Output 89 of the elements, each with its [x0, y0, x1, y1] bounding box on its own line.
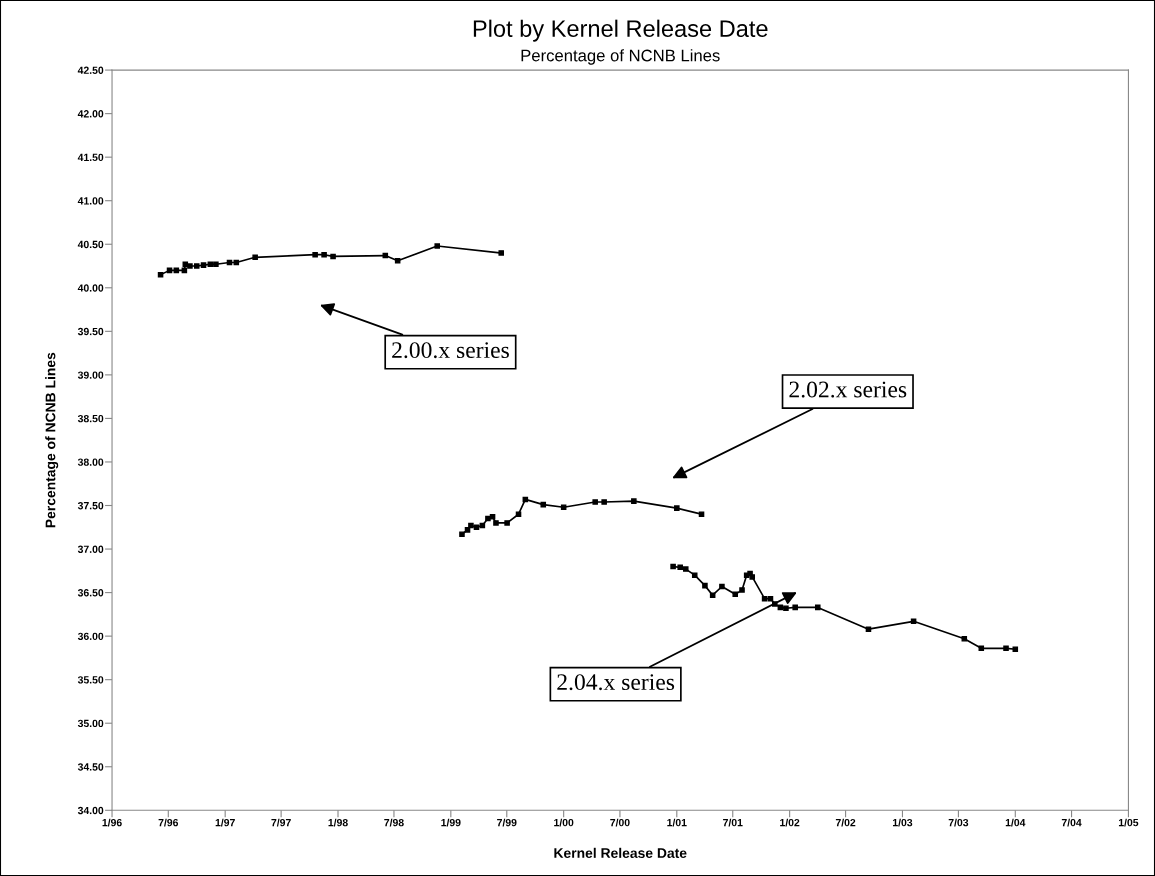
- point: [252, 254, 258, 261]
- x-tick-label: 7/99: [497, 818, 517, 827]
- point: [677, 564, 683, 571]
- x-tick-label: 1/05: [1118, 818, 1139, 827]
- y-tick-label: 40.50: [77, 240, 104, 249]
- point: [493, 520, 499, 526]
- x-tick-label: 7/03: [948, 818, 969, 827]
- y-tick-label: 34.50: [77, 763, 104, 771]
- x-tick-label: 1/02: [780, 818, 800, 827]
- point: [749, 574, 756, 580]
- point: [691, 572, 698, 578]
- annotation: 2.02.x series: [789, 381, 907, 398]
- point: [485, 515, 491, 522]
- x-tick-label: 7/01: [723, 818, 743, 827]
- point: [631, 498, 637, 504]
- point: [592, 499, 598, 505]
- x-tick-label: 1/99: [441, 818, 461, 827]
- point: [464, 527, 471, 533]
- chart-subtitle: Percentage of NCNB Lines: [521, 49, 720, 65]
- y-tick-label: 42.00: [77, 110, 104, 118]
- x-tick-label: 1/97: [215, 818, 235, 827]
- y-tick-label: 41.00: [77, 197, 104, 205]
- point: [468, 522, 474, 529]
- point: [394, 258, 401, 264]
- x-axis-title: Kernel Release Date: [554, 847, 687, 858]
- y-tick-label: 41.50: [77, 153, 104, 162]
- x-tick-label: 7/98: [384, 818, 404, 827]
- x-tick-label: 7/97: [271, 818, 291, 827]
- y-tick-label: 35.00: [77, 719, 104, 728]
- chart-title: Plot by Kernel Release Date: [473, 19, 768, 42]
- point: [792, 604, 798, 611]
- point: [670, 563, 676, 570]
- point: [814, 604, 821, 611]
- point: [719, 583, 725, 590]
- point: [157, 271, 164, 278]
- point: [560, 504, 567, 511]
- y-tick-label: 34.00: [77, 806, 104, 815]
- y-tick-label: 37.00: [77, 545, 104, 553]
- point: [498, 250, 505, 256]
- point: [961, 635, 968, 642]
- point: [213, 261, 219, 268]
- point: [702, 582, 708, 589]
- point: [489, 514, 496, 520]
- y-tick-label: 36.00: [77, 632, 104, 641]
- point: [1012, 646, 1019, 652]
- point: [312, 251, 318, 258]
- y-tick-label: 38.00: [77, 458, 104, 466]
- point: [540, 501, 547, 508]
- x-tick-label: 1/04: [1005, 818, 1026, 827]
- point: [473, 524, 480, 531]
- point: [739, 587, 745, 593]
- point: [193, 263, 200, 269]
- point: [515, 511, 522, 517]
- y-tick-label: 38.50: [77, 414, 104, 423]
- x-tick-label: 7/96: [158, 818, 179, 827]
- y-tick-label: 39.50: [77, 327, 104, 336]
- point: [459, 531, 465, 538]
- point: [321, 251, 327, 258]
- y-tick-label: 42.50: [77, 66, 104, 74]
- x-tick-label: 7/04: [1061, 818, 1082, 827]
- y-axis-title: Percentage of NCNB Lines: [45, 352, 59, 528]
- point: [783, 605, 789, 612]
- point: [732, 591, 739, 598]
- point: [682, 566, 689, 572]
- x-tick-label: 7/00: [610, 818, 630, 827]
- annotation: 2.04.x series: [557, 674, 675, 691]
- point: [434, 243, 441, 249]
- y-tick-label: 36.50: [77, 589, 104, 597]
- x-tick-label: 7/02: [835, 818, 856, 827]
- point: [330, 253, 336, 260]
- point: [601, 499, 607, 505]
- y-tick-label: 35.50: [77, 676, 104, 684]
- point: [504, 520, 510, 526]
- x-tick-label: 1/01: [667, 818, 687, 827]
- point: [674, 505, 680, 511]
- y-tick-label: 40.00: [77, 284, 104, 292]
- point: [698, 511, 705, 517]
- point: [1003, 645, 1009, 652]
- point: [709, 592, 716, 598]
- annotation: 2.00.x series: [392, 342, 509, 359]
- x-tick-label: 1/98: [328, 818, 348, 827]
- point: [865, 626, 872, 632]
- y-tick-label: 37.50: [77, 502, 104, 510]
- x-tick-label: 1/96: [102, 818, 122, 827]
- x-tick-label: 1/00: [554, 818, 574, 827]
- y-tick-label: 39.00: [77, 371, 104, 379]
- point: [187, 263, 193, 269]
- x-tick-label: 1/03: [892, 818, 913, 827]
- point: [200, 262, 207, 268]
